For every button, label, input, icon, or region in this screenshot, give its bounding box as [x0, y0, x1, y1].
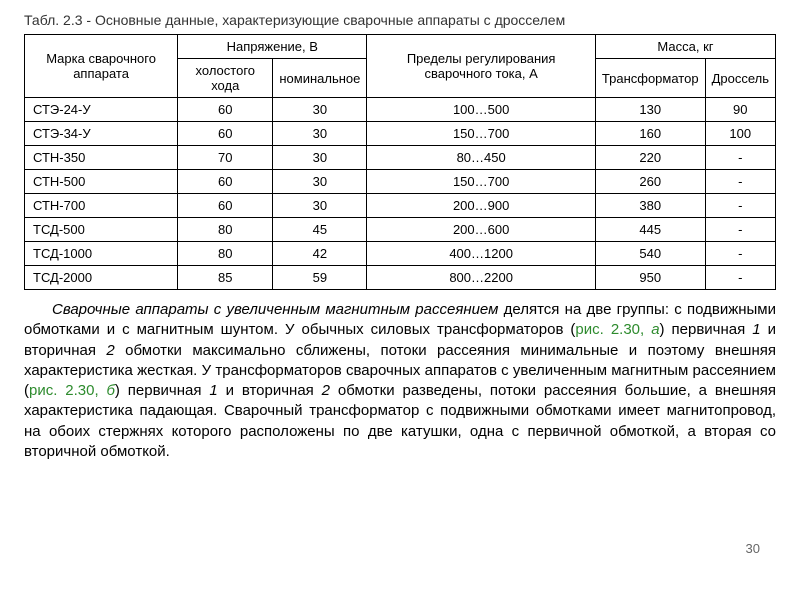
cell-trans: 260 [595, 170, 705, 194]
cell-brand: СТН-700 [25, 194, 178, 218]
cell-current: 200…900 [367, 194, 596, 218]
cell-current: 150…700 [367, 170, 596, 194]
data-table: Марка сварочного аппарата Напряжение, В … [24, 34, 776, 290]
num-4: 2 [322, 382, 330, 399]
fig-link-2[interactable]: рис. 2.30, б [29, 382, 115, 399]
fig-link-1[interactable]: рис. 2.30, а [575, 321, 659, 338]
cell-idle: 60 [178, 194, 273, 218]
th-current: Пределы регулирования сварочного тока, А [367, 35, 596, 98]
cell-current: 400…1200 [367, 242, 596, 266]
cell-trans: 130 [595, 98, 705, 122]
cell-idle: 60 [178, 98, 273, 122]
cell-brand: СТН-500 [25, 170, 178, 194]
cell-current: 200…600 [367, 218, 596, 242]
fig-link-1-text: рис. 2.30, [575, 321, 651, 338]
body-paragraph: Сварочные аппараты с увеличенным магнитн… [24, 300, 776, 462]
table-row: ТСД-10008042400…1200540- [25, 242, 776, 266]
cell-trans: 445 [595, 218, 705, 242]
cell-idle: 80 [178, 218, 273, 242]
cell-trans: 380 [595, 194, 705, 218]
page-number: 30 [746, 541, 760, 556]
cell-choke: - [705, 170, 775, 194]
num-1: 1 [752, 321, 760, 338]
table-row: СТЭ-24-У6030100…50013090 [25, 98, 776, 122]
cell-brand: ТСД-500 [25, 218, 178, 242]
th-voltage-group: Напряжение, В [178, 35, 367, 59]
fig-link-1-i: а [651, 321, 659, 338]
cell-idle: 70 [178, 146, 273, 170]
table-row: СТН-5006030150…700260- [25, 170, 776, 194]
cell-nom: 30 [273, 122, 367, 146]
para-t6: ) первичная [115, 382, 209, 399]
cell-nom: 30 [273, 194, 367, 218]
cell-nom: 59 [273, 266, 367, 290]
fig-link-2-text: рис. 2.30, [29, 382, 106, 399]
cell-idle: 80 [178, 242, 273, 266]
cell-nom: 30 [273, 170, 367, 194]
th-voltage-idle: холостого хода [178, 59, 273, 98]
cell-choke: - [705, 194, 775, 218]
cell-choke: 90 [705, 98, 775, 122]
table-caption: Табл. 2.3 - Основные данные, характеризу… [24, 12, 776, 28]
table-row: СТН-350703080…450220- [25, 146, 776, 170]
cell-brand: СТЭ-24-У [25, 98, 178, 122]
cell-current: 150…700 [367, 122, 596, 146]
th-mass-group: Масса, кг [595, 35, 775, 59]
cell-trans: 220 [595, 146, 705, 170]
cell-brand: ТСД-2000 [25, 266, 178, 290]
num-3: 1 [209, 382, 217, 399]
th-mass-choke: Дроссель [705, 59, 775, 98]
cell-nom: 42 [273, 242, 367, 266]
cell-nom: 45 [273, 218, 367, 242]
num-2: 2 [106, 342, 114, 359]
cell-nom: 30 [273, 98, 367, 122]
para-t3: ) первичная [660, 321, 753, 338]
cell-choke: - [705, 146, 775, 170]
cell-current: 80…450 [367, 146, 596, 170]
th-mass-trans: Трансформатор [595, 59, 705, 98]
cell-trans: 160 [595, 122, 705, 146]
cell-brand: СТН-350 [25, 146, 178, 170]
table-row: ТСД-20008559800…2200950- [25, 266, 776, 290]
cell-choke: - [705, 242, 775, 266]
cell-brand: ТСД-1000 [25, 242, 178, 266]
th-voltage-nom: номинальное [273, 59, 367, 98]
fig-link-2-i: б [106, 382, 114, 399]
table-row: СТЭ-34-У6030150…700160100 [25, 122, 776, 146]
table-row: СТН-7006030200…900380- [25, 194, 776, 218]
cell-choke: - [705, 266, 775, 290]
cell-idle: 85 [178, 266, 273, 290]
cell-choke: 100 [705, 122, 775, 146]
cell-current: 800…2200 [367, 266, 596, 290]
cell-choke: - [705, 218, 775, 242]
cell-brand: СТЭ-34-У [25, 122, 178, 146]
cell-idle: 60 [178, 122, 273, 146]
cell-idle: 60 [178, 170, 273, 194]
para-t7: и вторичная [218, 382, 322, 399]
cell-current: 100…500 [367, 98, 596, 122]
th-brand: Марка сварочного аппарата [25, 35, 178, 98]
table-row: ТСД-5008045200…600445- [25, 218, 776, 242]
cell-trans: 950 [595, 266, 705, 290]
cell-trans: 540 [595, 242, 705, 266]
para-lead: Сварочные аппараты с увеличенным магнитн… [52, 301, 498, 318]
cell-nom: 30 [273, 146, 367, 170]
